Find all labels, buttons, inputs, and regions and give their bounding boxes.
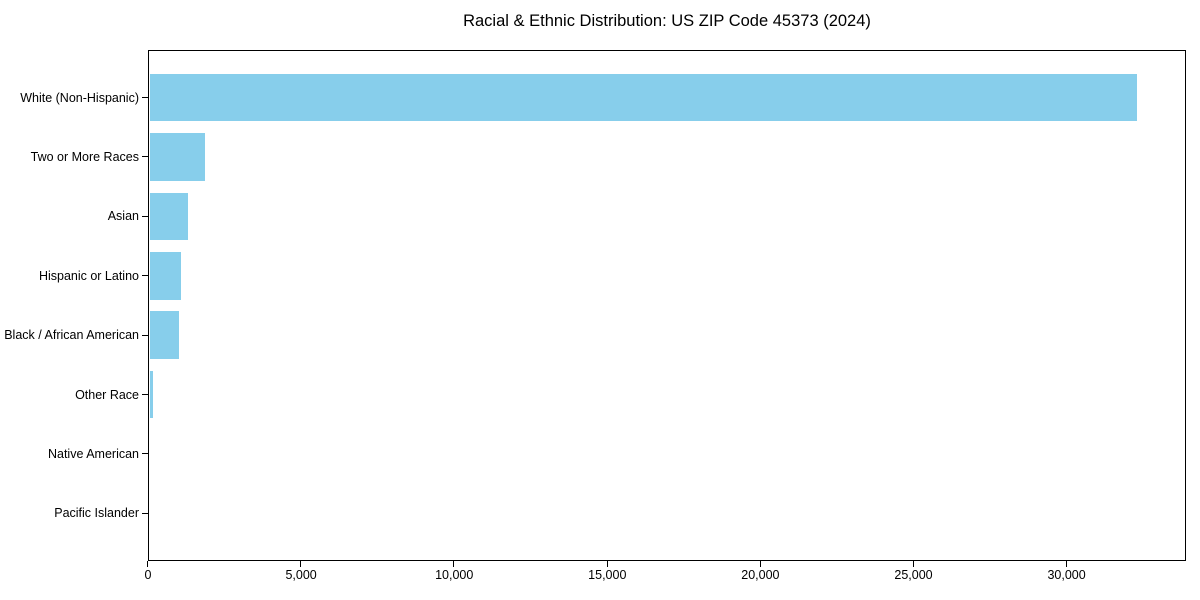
x-tick-label: 30,000 [1047,568,1086,582]
y-tick-label: White (Non-Hispanic) [20,90,139,105]
y-tick-label: Asian [107,209,139,224]
x-tick-label: 0 [144,568,152,582]
x-tick-label: 15,000 [588,568,627,582]
y-tick-label: Pacific Islander [54,506,139,521]
y-tick-mark [142,156,148,158]
x-tick-mark [300,561,302,567]
plot-area [148,50,1186,561]
y-tick-label: Native American [47,447,139,462]
y-tick-mark [142,393,148,395]
bar-asian [149,192,188,241]
x-tick-label: 10,000 [435,568,474,582]
y-tick-mark [142,512,148,514]
y-tick-mark [142,275,148,277]
x-tick-label: 25,000 [894,568,933,582]
x-tick-mark [759,561,761,567]
y-tick-mark [142,96,148,98]
x-tick-mark [606,561,608,567]
y-tick-label: Two or More Races [30,149,139,164]
y-tick-mark [142,215,148,217]
bar-two-or-more-races [149,133,205,181]
bar-other-race [149,370,153,419]
x-tick-mark [912,561,914,567]
bar-black-african-american [149,311,180,359]
y-tick-mark [142,334,148,336]
x-tick-label: 5,000 [285,568,317,582]
x-tick-mark [453,561,455,567]
y-tick-label: Black / African American [4,328,139,343]
chart-title: Racial & Ethnic Distribution: US ZIP Cod… [463,12,871,30]
bar-white-non-hispanic [149,73,1137,122]
y-tick-label: Hispanic or Latino [38,268,139,283]
x-tick-mark [147,561,149,567]
y-tick-label: Other Race [75,387,139,402]
bar-hispanic-or-latino [149,252,181,300]
y-tick-mark [142,453,148,455]
x-tick-mark [1065,561,1067,567]
x-tick-label: 20,000 [741,568,780,582]
